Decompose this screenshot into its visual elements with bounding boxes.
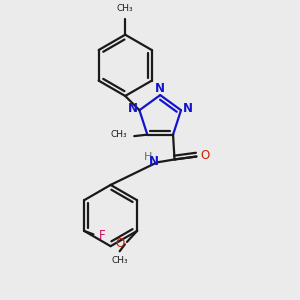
Text: O: O	[201, 149, 210, 163]
Text: N: N	[154, 82, 165, 95]
Text: N: N	[148, 155, 158, 168]
Text: CH₃: CH₃	[117, 4, 134, 14]
Text: F: F	[99, 229, 106, 242]
Text: CH₃: CH₃	[111, 256, 128, 265]
Text: CH₃: CH₃	[110, 130, 127, 139]
Text: H: H	[144, 152, 152, 162]
Text: N: N	[128, 102, 138, 115]
Text: O: O	[116, 237, 124, 250]
Text: N: N	[182, 102, 192, 115]
